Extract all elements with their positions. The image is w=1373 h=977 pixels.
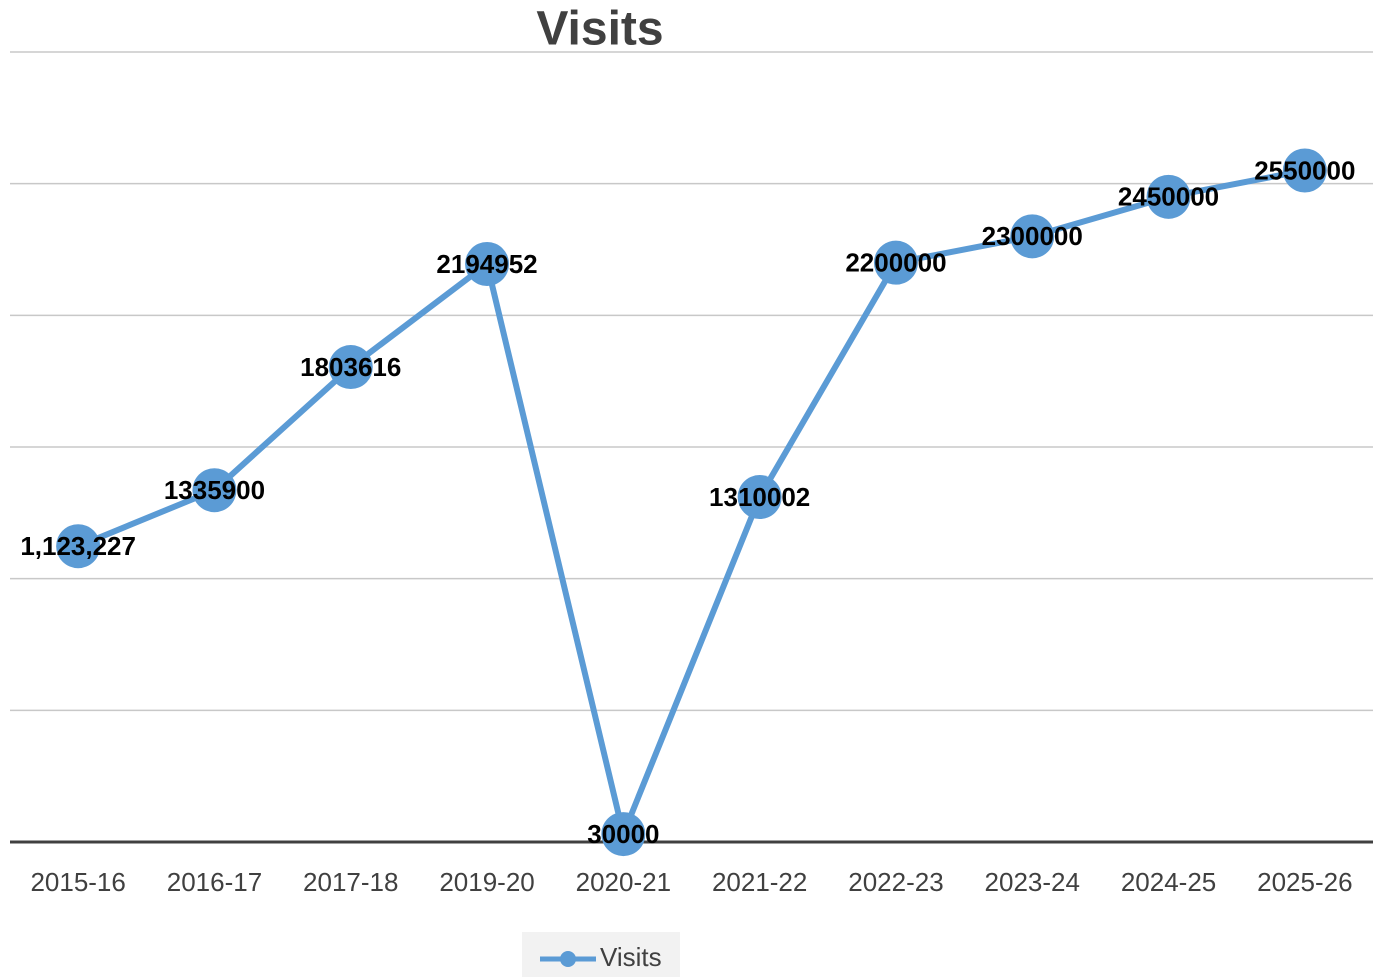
data-label: 2550000 [1254,155,1355,185]
point [1282,148,1327,193]
data-label: 2200000 [845,248,946,278]
point [1010,214,1055,259]
x-tick-label: 2020-21 [576,867,671,897]
point [1146,174,1191,219]
legend-label: Visits [600,942,662,972]
point [192,468,237,513]
x-tick-label: 2022-23 [848,867,943,897]
point [737,475,782,520]
data-label: 30000 [587,819,659,849]
data-label: 2300000 [982,221,1083,251]
data-label: 2450000 [1118,182,1219,212]
data-label: 1803616 [300,352,401,382]
legend-marker [560,951,576,967]
x-tick-label: 2024-25 [1121,867,1216,897]
point [465,241,510,286]
point [601,812,646,857]
data-label: 1310002 [709,482,810,512]
point [873,240,918,285]
x-tick-label: 2017-18 [303,867,398,897]
data-label: 1,123,227 [20,531,136,561]
x-tick-label: 2016-17 [167,867,262,897]
series-line [77,167,1306,838]
data-label: 2194952 [436,249,537,279]
x-tick-label: 2015-16 [30,867,125,897]
legend-box [522,932,680,977]
point [56,524,101,569]
chart-title: Visits [536,3,663,56]
point [328,345,373,390]
x-tick-label: 2023-24 [985,867,1080,897]
x-tick-label: 2021-22 [712,867,807,897]
data-label: 1335900 [164,475,265,505]
x-tick-label: 2025-26 [1257,867,1352,897]
x-tick-label: 2019-20 [439,867,534,897]
